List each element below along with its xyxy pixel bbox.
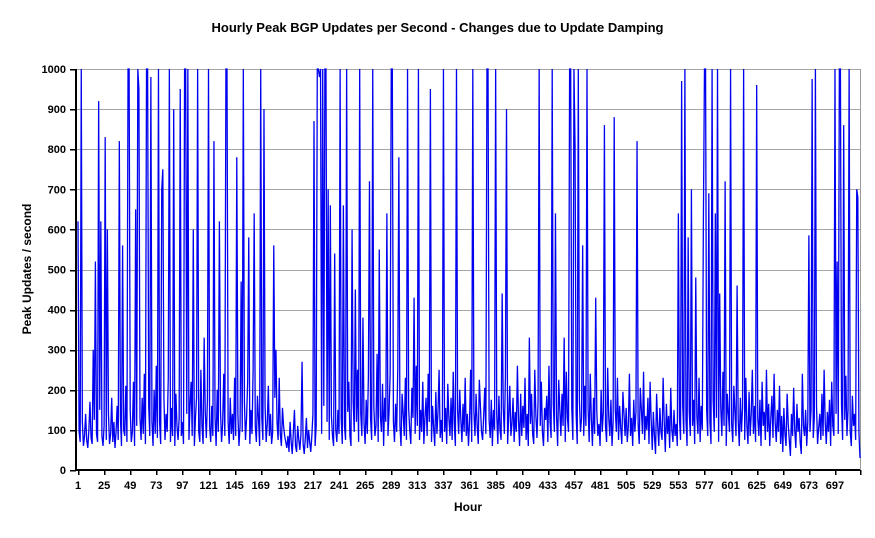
y-tick-label: 500 (48, 265, 66, 277)
y-tick-label: 200 (48, 385, 66, 397)
x-tick-label: 49 (124, 480, 136, 492)
y-tick-label: 800 (48, 144, 66, 156)
x-tick-label: 313 (408, 480, 426, 492)
x-tick-label: 145 (225, 480, 243, 492)
x-tick-label: 673 (800, 480, 818, 492)
x-tick-label: 337 (434, 480, 452, 492)
x-axis-title: Hour (454, 500, 482, 514)
y-tick-label: 300 (48, 345, 66, 357)
x-tick-label: 193 (278, 480, 296, 492)
x-tick-label: 457 (565, 480, 583, 492)
y-tick-label: 600 (48, 224, 66, 236)
x-tick-label: 73 (150, 480, 162, 492)
x-tick-label: 409 (513, 480, 531, 492)
x-tick-label: 25 (98, 480, 110, 492)
y-tick-label: 900 (48, 104, 66, 116)
x-tick-label: 625 (747, 480, 765, 492)
x-tick-label: 553 (669, 480, 687, 492)
series-line (77, 68, 861, 458)
x-tick-label: 529 (643, 480, 661, 492)
x-tick-label: 433 (539, 480, 557, 492)
y-tick-label: 700 (48, 184, 66, 196)
x-tick-label: 697 (826, 480, 844, 492)
x-tick-label: 361 (460, 480, 478, 492)
x-tick-label: 265 (356, 480, 374, 492)
chart-title: Hourly Peak BGP Updates per Second - Cha… (211, 20, 664, 35)
x-tick-label: 169 (252, 480, 270, 492)
y-tick-label: 0 (60, 465, 66, 477)
x-tick-label: 577 (695, 480, 713, 492)
y-tick-label: 1000 (42, 64, 66, 76)
y-tick-label: 100 (48, 425, 66, 437)
x-tick-label: 505 (617, 480, 635, 492)
x-tick-label: 241 (330, 480, 348, 492)
x-tick-label: 1 (75, 480, 81, 492)
x-tick-label: 481 (591, 480, 609, 492)
x-tick-label: 385 (486, 480, 504, 492)
x-tick-label: 97 (176, 480, 188, 492)
x-tick-label: 601 (721, 480, 739, 492)
y-tick-label: 400 (48, 305, 66, 317)
x-tick-label: 649 (774, 480, 792, 492)
x-tick-label: 289 (382, 480, 400, 492)
x-tick-label: 121 (199, 480, 217, 492)
x-tick-label: 217 (304, 480, 322, 492)
